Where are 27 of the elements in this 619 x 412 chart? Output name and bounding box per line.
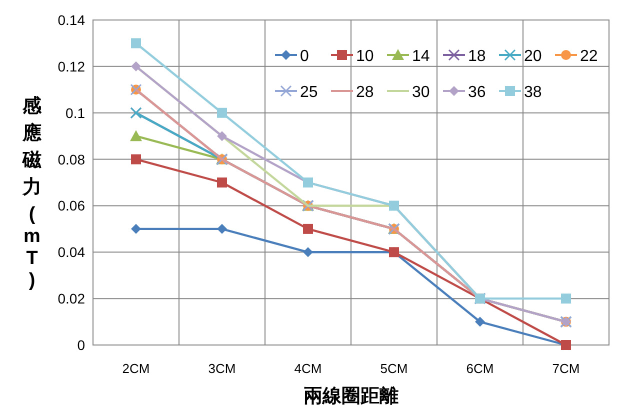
x-tick-label: 5CM — [380, 361, 408, 376]
legend-label: 14 — [412, 48, 430, 65]
x-tick-label: 2CM — [122, 361, 150, 376]
legend-label: 36 — [468, 84, 486, 101]
legend-label: 28 — [356, 84, 374, 101]
y-tick-label: 0.04 — [58, 244, 86, 260]
legend-label: 10 — [356, 48, 374, 65]
legend-label: 0 — [300, 48, 309, 65]
y-tick-label: 0.02 — [58, 290, 86, 307]
x-tick-label: 4CM — [294, 361, 322, 376]
y-tick-label: 0.1 — [66, 104, 86, 121]
legend-label: 20 — [524, 48, 542, 65]
x-tick-label: 6CM — [466, 361, 494, 376]
legend-label: 22 — [580, 48, 598, 65]
legend-label: 18 — [468, 48, 486, 65]
y-tick-label: 0.14 — [58, 12, 86, 28]
legend-label: 38 — [524, 84, 542, 101]
y-tick-label: 0.06 — [58, 198, 86, 214]
x-tick-label: 7CM — [552, 361, 580, 376]
y-axis-title: 感應磁力(mT) — [22, 95, 42, 291]
y-tick-label: 0.08 — [58, 151, 86, 168]
y-tick-label: 0 — [77, 337, 86, 353]
x-axis-title: 兩線圈距離 — [304, 385, 398, 407]
legend-label: 30 — [412, 84, 430, 101]
x-tick-label: 3CM — [208, 361, 236, 376]
legend-label: 25 — [300, 84, 318, 101]
y-tick-label: 0.12 — [58, 58, 86, 74]
